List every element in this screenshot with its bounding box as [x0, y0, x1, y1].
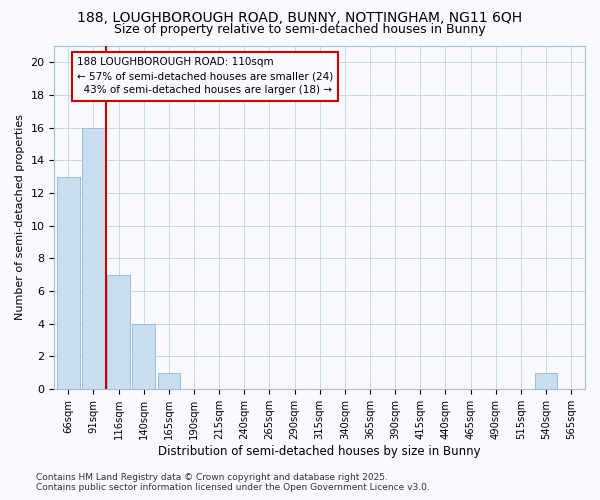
Bar: [133, 324, 155, 389]
Bar: [158, 372, 180, 389]
Bar: [107, 274, 130, 389]
Bar: [535, 372, 557, 389]
Bar: [57, 176, 80, 389]
Y-axis label: Number of semi-detached properties: Number of semi-detached properties: [15, 114, 25, 320]
Text: 188 LOUGHBOROUGH ROAD: 110sqm
← 57% of semi-detached houses are smaller (24)
  4: 188 LOUGHBOROUGH ROAD: 110sqm ← 57% of s…: [77, 58, 333, 96]
Text: Contains HM Land Registry data © Crown copyright and database right 2025.
Contai: Contains HM Land Registry data © Crown c…: [36, 473, 430, 492]
Text: Size of property relative to semi-detached houses in Bunny: Size of property relative to semi-detach…: [114, 24, 486, 36]
X-axis label: Distribution of semi-detached houses by size in Bunny: Distribution of semi-detached houses by …: [158, 444, 481, 458]
Bar: [82, 128, 104, 389]
Text: 188, LOUGHBOROUGH ROAD, BUNNY, NOTTINGHAM, NG11 6QH: 188, LOUGHBOROUGH ROAD, BUNNY, NOTTINGHA…: [77, 11, 523, 25]
